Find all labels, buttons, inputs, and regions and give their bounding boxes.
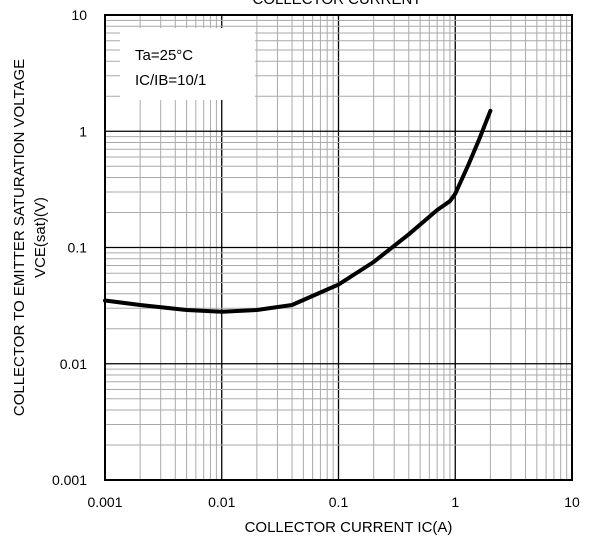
series-line xyxy=(103,108,493,314)
y-tick-label: 1 xyxy=(79,123,87,139)
y-axis-title-unit: VCE(sat)(V) xyxy=(32,197,49,278)
x-tick-labels: 0.001 0.01 0.1 1 10 xyxy=(87,494,580,510)
chart-title: COLLECTOR CURRENT xyxy=(253,0,422,8)
x-axis-title: COLLECTOR CURRENT IC(A) xyxy=(245,519,453,536)
x-tick-label: 10 xyxy=(564,494,580,510)
plot-frame xyxy=(104,14,573,481)
x-tick-label: 0.01 xyxy=(208,494,235,510)
y-tick-label: 10 xyxy=(71,7,87,23)
y-axis-title: COLLECTOR TO EMITTER SATURATION VOLTAGE xyxy=(11,59,28,416)
x-tick-label: 1 xyxy=(451,494,459,510)
x-tick-label: 0.001 xyxy=(87,494,122,510)
annotation-box xyxy=(120,28,255,100)
annotation-temperature: Ta=25°C xyxy=(135,47,193,64)
y-tick-label: 0.001 xyxy=(52,472,87,488)
y-tick-label: 0.01 xyxy=(60,356,87,372)
y-tick-labels: 0.001 0.01 0.1 1 10 xyxy=(52,7,87,488)
y-tick-label: 0.1 xyxy=(68,240,88,256)
x-tick-label: 0.1 xyxy=(329,494,349,510)
annotation-current-ratio: IC/IB=10/1 xyxy=(135,72,206,89)
